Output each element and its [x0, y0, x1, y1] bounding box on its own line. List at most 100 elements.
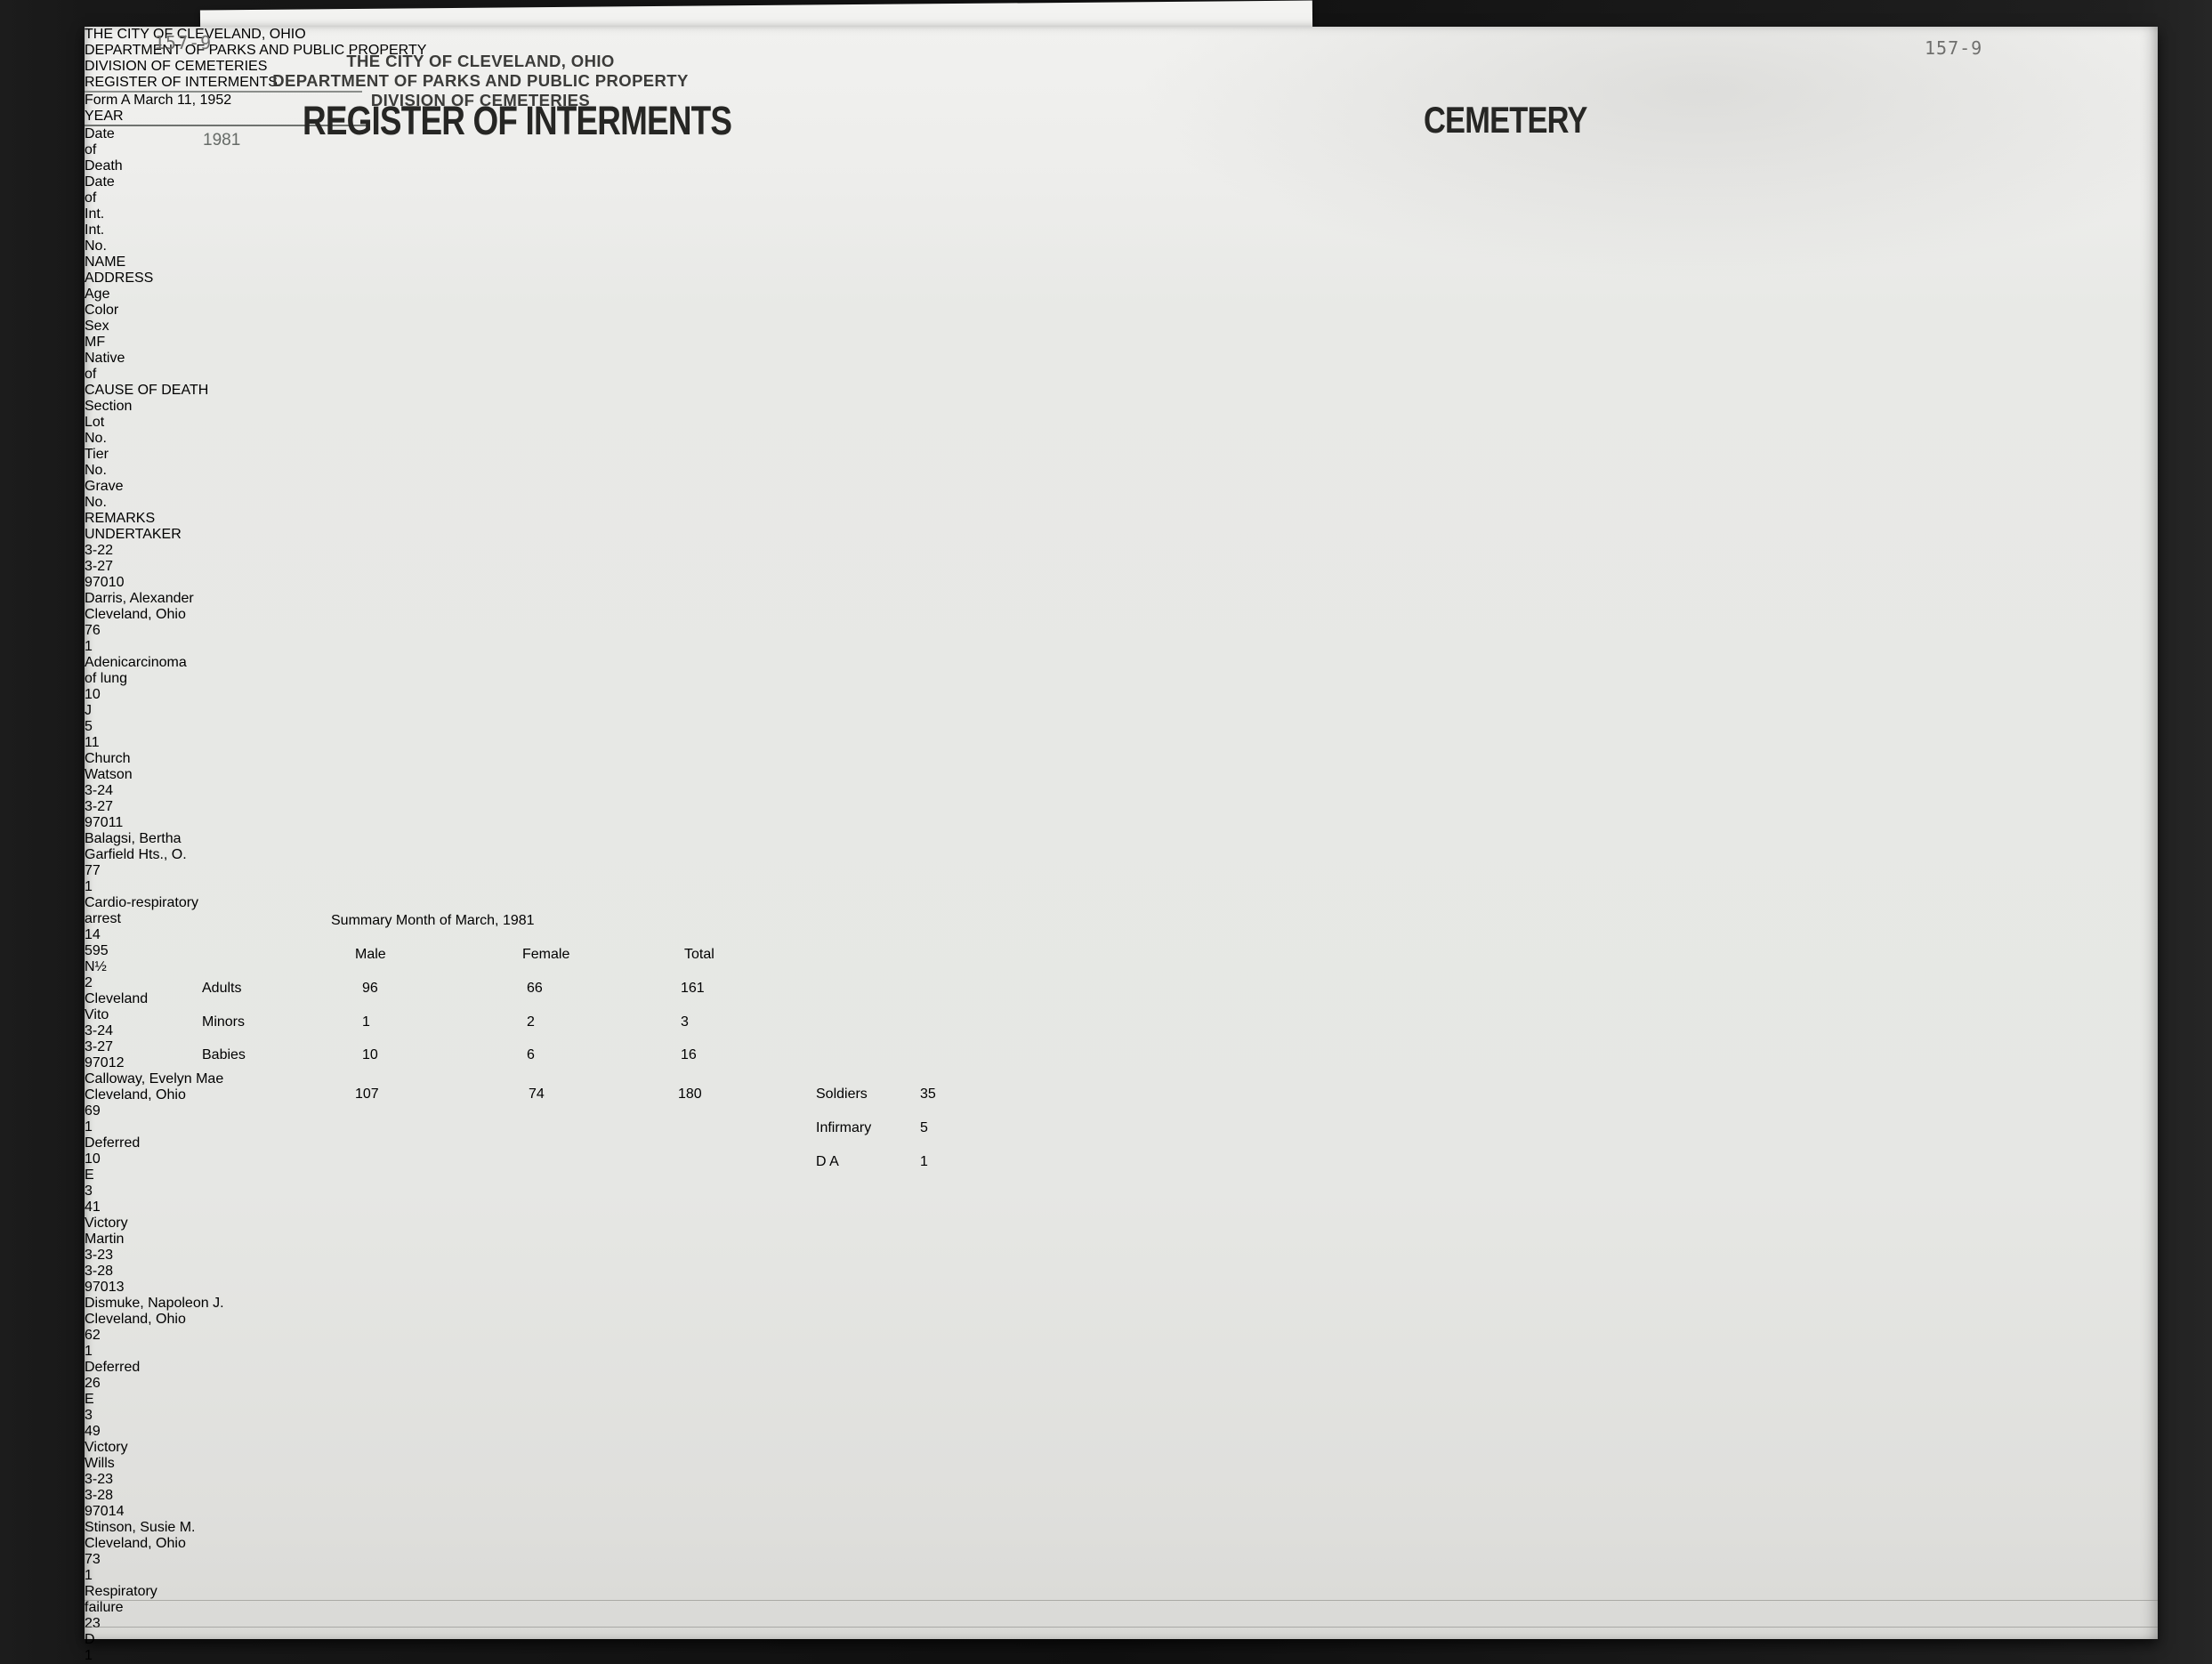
header-line: of: [85, 366, 97, 382]
interment-table: Date of Death Date of Int. Int. No. NAME ADDRESS A…: [85, 126, 2158, 1664]
column-header-section: Section: [85, 399, 135, 415]
cell-undertaker: Vito: [85, 1006, 109, 1022]
org-line-1: THE CITY OF CLEVELAND, OHIO: [346, 52, 615, 70]
cell-name: Darris, Alexander: [85, 590, 194, 606]
register-row: 3-23 3-28 97013 Dismuke, Napoleon J. Clevela…: [85, 1248, 2158, 1472]
cell-lot: 595: [85, 942, 109, 958]
column-header-color: Color: [85, 303, 122, 319]
summary-grand-total: 180: [678, 1086, 702, 1102]
cell-interment-number: 97013: [85, 1279, 125, 1295]
header-line: Lot: [85, 414, 105, 430]
sex-m-label: M: [85, 334, 97, 350]
header-line: of: [85, 141, 97, 158]
summary-row-male: 10: [362, 1047, 378, 1062]
cell-date-of-death: 3-23: [85, 1471, 114, 1487]
cell-interment-number: 97010: [85, 574, 125, 590]
ghost-title: REGISTER OF INTERMENTS: [85, 75, 278, 90]
cell-cause-of-death: Deferred: [85, 1360, 2158, 1376]
register-row: 3-23 3-28 97014 Stinson, Susie M. Cleveland,…: [85, 1472, 2158, 1664]
header-line: Date: [85, 125, 115, 141]
cell-address: Cleveland, Ohio: [85, 1086, 186, 1103]
cell-date-of-interment: 3-27: [85, 1038, 114, 1054]
header-line: Color: [85, 302, 119, 318]
cause-line: Adenicarcinoma: [85, 654, 187, 670]
summary-row-female: 66: [527, 981, 543, 996]
cell-date-of-death: 3-24: [85, 782, 114, 798]
header-line: Grave: [85, 478, 124, 494]
cell-sex-female: 1: [85, 1567, 93, 1583]
cell-undertaker: Wills: [85, 1455, 115, 1471]
summary-row-total: 16: [681, 1047, 697, 1062]
summary-row-female: 2: [527, 1014, 535, 1030]
cause-line: failure: [85, 1599, 124, 1615]
cause-line: Cardio-respiratory: [85, 894, 199, 910]
cell-undertaker: Martin: [85, 1231, 125, 1247]
column-header-causeofdeath: CAUSE OF DEATH: [85, 383, 286, 399]
cell-section: 10: [85, 686, 101, 702]
cell-date-of-interment: 3-28: [85, 1263, 114, 1279]
cell-age: 73: [85, 1551, 101, 1567]
cell-cause-of-death: Respiratory failure: [85, 1584, 2158, 1616]
column-header-int-no: Int. No.: [85, 222, 198, 254]
cell-interment-number: 97012: [85, 1054, 125, 1070]
sheet-edge-line: [85, 1600, 2158, 1601]
cell-address: Cleveland, Ohio: [85, 1311, 186, 1327]
org-line-2: DEPARTMENT OF PARKS AND PUBLIC PROPERTY: [272, 71, 689, 90]
header-line: Int.: [85, 206, 105, 222]
cell-tier: 5: [85, 718, 93, 734]
cause-line: arrest: [85, 910, 121, 926]
cell-date-of-interment: 3-27: [85, 558, 114, 574]
doc-number-left: 157-9: [154, 32, 213, 53]
cemetery-label: CEMETERY: [1424, 99, 1587, 141]
cell-tier: 3: [85, 1183, 93, 1199]
binder-ring-bottom: [0, 66, 68, 137]
header-line: No.: [85, 462, 107, 478]
doc-number-right: 157-9: [1925, 37, 1983, 59]
cell-date-of-death: 3-22: [85, 542, 114, 558]
cell-section: 10: [85, 1151, 101, 1167]
header-line: ADDRESS: [85, 270, 154, 286]
cell-section: 14: [85, 926, 101, 942]
header-line: REMARKS: [85, 510, 156, 526]
summary-side-label: D A: [816, 1154, 839, 1169]
cell-sex-male: 1: [85, 638, 93, 654]
header-line: Age: [85, 286, 110, 302]
cemetery-blank-line: [85, 91, 362, 93]
org-line-3: DIVISION OF CEMETERIES: [370, 91, 591, 109]
year-underline: [85, 125, 369, 126]
cell-name: Stinson, Susie M.: [85, 1519, 196, 1535]
cell-date-of-death: 3-24: [85, 1022, 114, 1038]
column-header-lot-no: Lot No.: [85, 415, 136, 447]
cell-cause-of-death: Adenicarcinoma of lung: [85, 655, 2158, 687]
summary-grand-female: 74: [529, 1086, 545, 1102]
sex-mf-labels: MF: [85, 335, 136, 351]
cell-age: 69: [85, 1103, 101, 1119]
cell-sex-male: 1: [85, 1343, 93, 1359]
column-header-address: ADDRESS: [85, 271, 274, 287]
cell-age: 62: [85, 1327, 101, 1343]
cell-section: 23: [85, 1615, 101, 1631]
cell-cause-of-death: Deferred: [85, 1135, 2158, 1151]
header-line: NAME: [85, 254, 126, 270]
cause-line: of lung: [85, 670, 128, 686]
column-header-name: NAME: [85, 254, 374, 271]
cell-remarks: Victory: [85, 1215, 128, 1231]
register-sheet: THE CITY OF CLEVELAND, OHIO DEPARTMENT O…: [85, 27, 2158, 1664]
cell-name: Balagsi, Bertha: [85, 830, 182, 846]
register-row: 3-24 3-27 97012 Calloway, Evelyn Mae Clevela…: [85, 1023, 2158, 1248]
summary-row-male: 96: [362, 981, 378, 996]
cause-line: Deferred: [85, 1135, 141, 1151]
register-row: 3-22 3-27 97010 Darris, Alexander Cleveland,…: [85, 543, 2158, 783]
header-line: Tier: [85, 446, 109, 462]
column-header-tier-no: Tier No.: [85, 447, 133, 479]
header-line: Int.: [85, 222, 105, 238]
cell-lot: J: [85, 702, 92, 718]
cell-sex-female: 1: [85, 878, 93, 894]
ghost-org-block: THE CITY OF CLEVELAND, OHIO DEPARTMENT O…: [85, 27, 427, 74]
cell-grave: 41: [85, 1199, 101, 1215]
summary-row-male: 1: [362, 1014, 370, 1030]
summary-row-total: 161: [681, 981, 705, 996]
cell-address: Garfield Hts., O.: [85, 846, 187, 862]
cell-interment-number: 97011: [85, 814, 124, 830]
